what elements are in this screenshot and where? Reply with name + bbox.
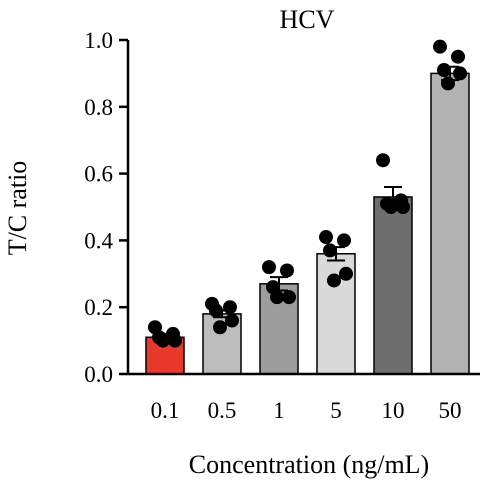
data-point-5-2 [337, 233, 351, 248]
data-point-0.5-4 [225, 313, 239, 328]
data-point-50-1 [433, 39, 447, 54]
y-tick-label-0.2: 0.2 [84, 295, 113, 320]
x-axis-label: Concentration (ng/mL) [189, 450, 429, 479]
x-tick-label-1: 1 [273, 398, 285, 423]
data-point-0.5-2 [223, 300, 237, 315]
bar-10 [373, 196, 413, 375]
x-tick-label-50: 50 [439, 398, 462, 423]
data-point-0.5-5 [213, 320, 227, 335]
data-point-5-1 [319, 230, 333, 245]
x-tick-label-10: 10 [382, 398, 405, 423]
y-tick-label-0.0: 0.0 [84, 362, 113, 387]
data-point-1-5 [270, 290, 284, 305]
data-point-50-3 [437, 63, 451, 78]
data-point-1-1 [262, 260, 276, 275]
data-point-50-4 [453, 66, 467, 81]
data-point-5-4 [339, 266, 353, 281]
data-point-5-5 [327, 273, 341, 288]
data-point-1-4 [282, 290, 296, 305]
bar-50 [430, 72, 470, 375]
x-tick-label-0.1: 0.1 [151, 398, 180, 423]
y-tick-label-0.8: 0.8 [84, 95, 113, 120]
data-point-50-5 [441, 76, 455, 91]
data-point-10-1 [376, 153, 390, 168]
data-point-10-5 [384, 200, 398, 214]
y-tick-label-1.0: 1.0 [84, 28, 113, 53]
data-point-0.1-5 [156, 333, 170, 348]
x-tick-label-0.5: 0.5 [208, 398, 237, 423]
x-tick-label-5: 5 [330, 398, 342, 423]
y-axis-label: T/C ratio [3, 161, 32, 256]
data-point-0.1-4 [168, 333, 182, 348]
data-point-0.5-3 [209, 303, 223, 318]
data-point-10-4 [396, 200, 410, 214]
y-tick-label-0.6: 0.6 [84, 162, 113, 187]
data-point-1-2 [280, 263, 294, 278]
y-tick-label-0.4: 0.4 [84, 228, 113, 253]
data-point-5-3 [323, 243, 337, 258]
data-point-50-2 [451, 49, 465, 64]
chart-title: HCV [280, 5, 335, 34]
